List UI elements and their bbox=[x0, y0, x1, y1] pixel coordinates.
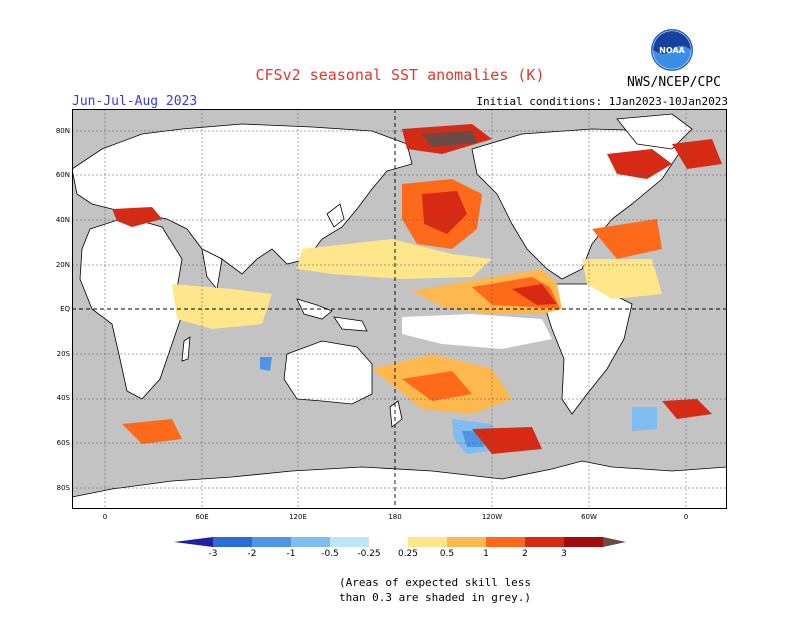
greenland-land bbox=[616, 113, 693, 150]
lon-label-0-east: 0 bbox=[683, 513, 689, 521]
ne-pacific-warm-core bbox=[422, 191, 467, 234]
colorbar-label: -3 bbox=[208, 549, 218, 559]
skill-footnote: (Areas of expected skill less than 0.3 a… bbox=[300, 575, 570, 605]
lon-label-0: 0 bbox=[102, 513, 108, 521]
south-indian-warm bbox=[122, 419, 182, 444]
eq-pacific-warm-2 bbox=[512, 284, 557, 305]
colorbar-cap-low bbox=[174, 537, 213, 547]
africa-land bbox=[79, 216, 185, 400]
indian-cool-spot bbox=[260, 357, 272, 371]
colorbar-label: 1 bbox=[483, 549, 489, 559]
new-guinea-land bbox=[333, 316, 368, 332]
land-masses bbox=[72, 113, 727, 509]
south-atlantic-warm bbox=[662, 399, 712, 419]
colorbar-seg-6 bbox=[408, 537, 447, 547]
atlantic-tropical-warm bbox=[582, 259, 662, 299]
australia-land bbox=[283, 340, 373, 405]
colorbar-seg-1 bbox=[213, 537, 252, 547]
colorbar-cap-high bbox=[603, 537, 626, 547]
logo-text: NOAA bbox=[659, 46, 685, 55]
sst-anomaly-map bbox=[72, 109, 727, 509]
equator-and-dateline bbox=[72, 109, 727, 509]
south-america-land bbox=[543, 283, 633, 415]
colorbar-seg-2 bbox=[252, 537, 291, 547]
colorbar-label: -2 bbox=[247, 549, 257, 559]
colorbar-label: -0.25 bbox=[357, 549, 381, 559]
colorbar-seg-7 bbox=[447, 537, 486, 547]
lat-label-60n: 60N bbox=[55, 171, 70, 179]
sst-anomaly-patches bbox=[112, 124, 722, 454]
lat-label-40s: 40S bbox=[56, 394, 70, 402]
colorbar-seg-5 bbox=[369, 537, 408, 547]
central-pacific-neutral bbox=[402, 314, 552, 349]
lon-label-180: 180 bbox=[388, 513, 402, 521]
lon-label-120e: 120E bbox=[289, 513, 307, 521]
footnote-line-2: than 0.3 are shaded in grey.) bbox=[338, 591, 532, 604]
colorbar-seg-9 bbox=[525, 537, 564, 547]
lat-label-20n: 20N bbox=[55, 261, 70, 269]
lat-label-20s: 20S bbox=[56, 350, 70, 358]
colorbar-label: 2 bbox=[522, 549, 528, 559]
nw-pacific-warm-0.25 bbox=[297, 239, 492, 279]
colorbar bbox=[174, 537, 626, 547]
colorbar-label: 0.5 bbox=[439, 549, 455, 559]
arctic-warm-extreme bbox=[422, 131, 477, 147]
lon-label-120w: 120W bbox=[481, 513, 503, 521]
footnote-line-1: (Areas of expected skill less bbox=[338, 576, 532, 589]
indonesia-land bbox=[296, 298, 333, 320]
lat-label-80n: 80N bbox=[55, 127, 70, 135]
colorbar-label: -0.5 bbox=[321, 549, 339, 559]
madagascar-land bbox=[181, 336, 191, 362]
map-frame bbox=[72, 109, 727, 509]
colorbar-label: -1 bbox=[286, 549, 296, 559]
noaa-logo-icon: NOAA bbox=[651, 29, 693, 71]
lat-label-40n: 40N bbox=[55, 216, 70, 224]
south-pacific-warm-core bbox=[402, 371, 472, 401]
lat-label-80s: 80S bbox=[56, 484, 70, 492]
initial-conditions: Initial conditions: 1Jan2023-10Jan2023 bbox=[476, 95, 728, 108]
lat-label-eq: EQ bbox=[60, 305, 70, 313]
colorbar-label: 3 bbox=[561, 549, 567, 559]
colorbar-seg-8 bbox=[486, 537, 525, 547]
colorbar-seg-3 bbox=[291, 537, 330, 547]
lat-label-60s: 60S bbox=[56, 439, 70, 447]
lon-label-60w: 60W bbox=[581, 513, 597, 521]
north-atlantic-warm bbox=[592, 219, 662, 259]
south-atlantic-cool bbox=[632, 407, 657, 431]
labrador-warm bbox=[607, 149, 672, 179]
agency-label: NWS/NCEP/CPC bbox=[627, 75, 721, 90]
map-title: CFSv2 seasonal SST anomalies (K) bbox=[255, 66, 545, 84]
lon-label-60e: 60E bbox=[195, 513, 209, 521]
mediterranean-warm bbox=[112, 207, 162, 227]
indian-ocean-warm-0.25 bbox=[172, 284, 272, 329]
east-atlantic-warm bbox=[672, 139, 722, 169]
colorbar-seg-10 bbox=[564, 537, 603, 547]
forecast-period: Jun-Jul-Aug 2023 bbox=[72, 94, 198, 109]
colorbar-label: 0.25 bbox=[397, 549, 419, 559]
japan-land bbox=[326, 203, 345, 228]
southern-ocean-warm bbox=[472, 427, 542, 454]
colorbar-seg-4 bbox=[330, 537, 369, 547]
